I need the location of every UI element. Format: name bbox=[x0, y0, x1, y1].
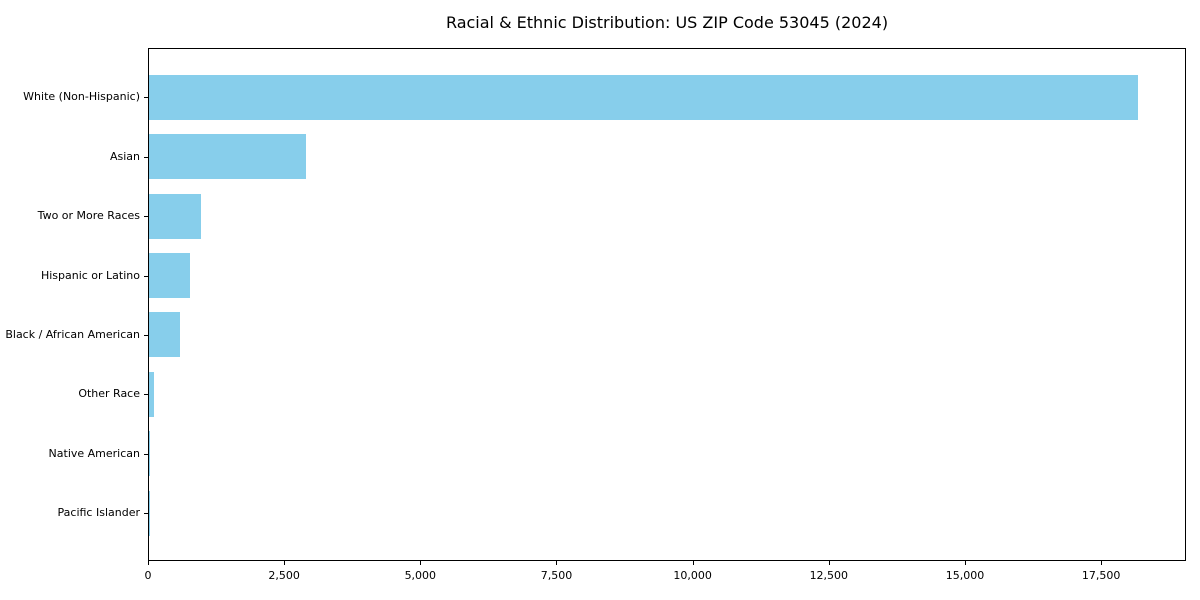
x-axis-tick-label: 0 bbox=[144, 569, 152, 582]
y-axis-label: Pacific Islander bbox=[57, 506, 140, 520]
x-tick-mark bbox=[556, 561, 557, 565]
x-tick-mark bbox=[148, 561, 149, 565]
y-tick-mark bbox=[144, 157, 148, 158]
x-tick-mark bbox=[829, 561, 830, 565]
x-axis-tick-label: 2,500 bbox=[268, 569, 300, 582]
plot-area bbox=[148, 48, 1186, 561]
x-axis-tick-label: 5,000 bbox=[404, 569, 437, 582]
x-axis-tick-label: 10,000 bbox=[673, 569, 712, 582]
y-tick-mark bbox=[144, 335, 148, 336]
y-axis-label: Hispanic or Latino bbox=[40, 268, 140, 282]
y-axis-label: Asian bbox=[109, 149, 140, 163]
x-tick-mark bbox=[284, 561, 285, 565]
x-tick-mark bbox=[693, 561, 694, 565]
bar bbox=[149, 253, 190, 298]
y-axis-label: White (Non-Hispanic) bbox=[23, 90, 140, 104]
bar bbox=[149, 312, 180, 358]
y-tick-mark bbox=[144, 513, 148, 514]
bar bbox=[149, 193, 202, 239]
y-axis-label: Black / African American bbox=[5, 327, 140, 341]
bar bbox=[149, 134, 306, 180]
y-tick-mark bbox=[144, 216, 148, 217]
bar bbox=[149, 431, 150, 477]
x-tick-mark bbox=[965, 561, 966, 565]
y-axis-label: Other Race bbox=[78, 387, 140, 401]
y-tick-mark bbox=[144, 276, 148, 277]
x-axis-tick-label: 12,500 bbox=[809, 569, 849, 582]
x-tick-mark bbox=[1101, 561, 1102, 565]
x-tick-mark bbox=[420, 561, 421, 565]
y-tick-mark bbox=[144, 394, 148, 395]
x-axis-tick-label: 15,000 bbox=[945, 569, 985, 582]
y-axis-label: Native American bbox=[48, 446, 140, 460]
x-axis-tick-label: 7,500 bbox=[540, 569, 573, 582]
y-axis-label: Two or More Races bbox=[37, 209, 140, 223]
bar bbox=[149, 74, 1138, 120]
bar bbox=[149, 371, 154, 417]
y-tick-mark bbox=[144, 97, 148, 98]
y-tick-mark bbox=[144, 454, 148, 455]
x-axis-tick-label: 17,500 bbox=[1081, 569, 1121, 582]
chart-title: Racial & Ethnic Distribution: US ZIP Cod… bbox=[445, 13, 889, 32]
